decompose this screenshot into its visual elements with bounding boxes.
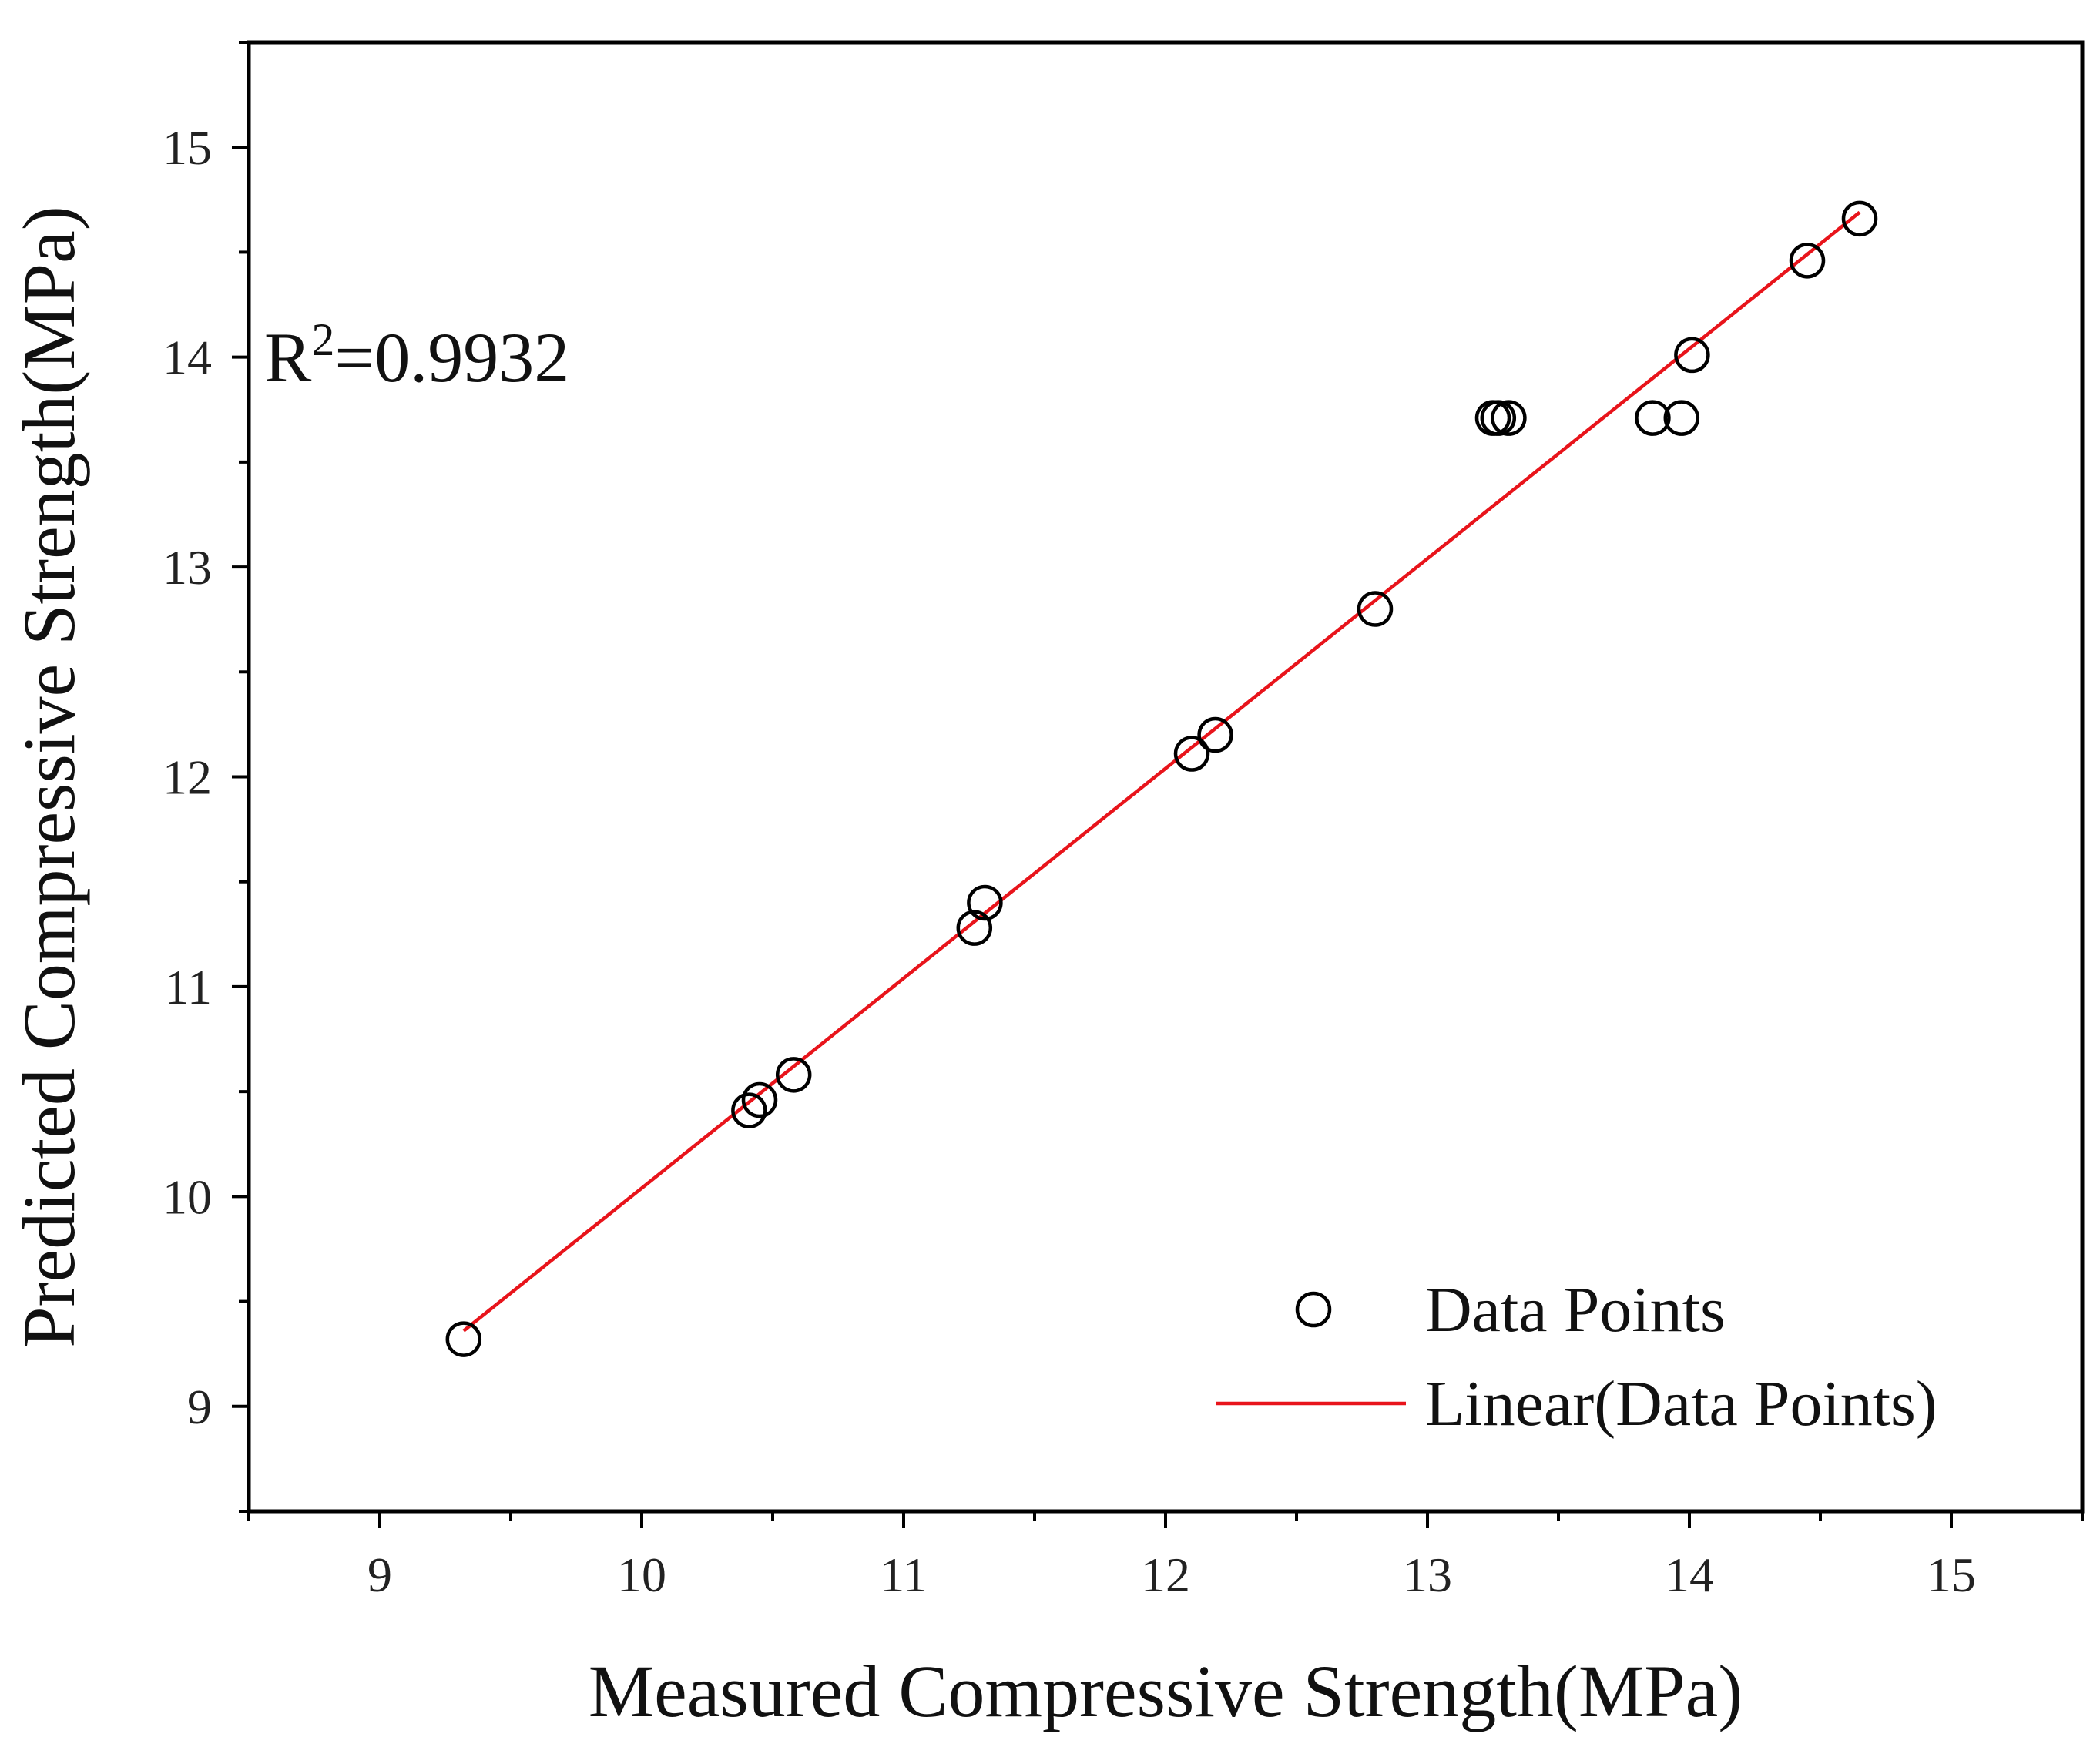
axes-group bbox=[247, 40, 2085, 1514]
x-tick-label: 11 bbox=[880, 1547, 928, 1602]
data-point bbox=[1480, 400, 1517, 436]
points-group bbox=[445, 200, 1878, 1357]
fit-line-group bbox=[462, 210, 1861, 1333]
y-tick-label: 13 bbox=[163, 540, 212, 595]
r-squared-value: =0.9932 bbox=[334, 318, 569, 397]
plot-frame bbox=[247, 40, 2085, 1514]
data-point bbox=[1357, 591, 1394, 627]
data-point bbox=[956, 910, 993, 946]
data-point bbox=[741, 1081, 778, 1118]
x-tick-label: 12 bbox=[1141, 1547, 1190, 1602]
legend-label-data-points: Data Points bbox=[1425, 1274, 1726, 1346]
data-point bbox=[445, 1321, 482, 1357]
data-point bbox=[967, 884, 1003, 921]
legend-marker-data-points bbox=[1295, 1291, 1332, 1328]
r-squared-annotation: R2=0.9932 bbox=[264, 314, 569, 397]
legend-label-linear: Linear(Data Points) bbox=[1425, 1368, 1937, 1440]
y-tick-label: 12 bbox=[163, 750, 212, 805]
data-point bbox=[731, 1092, 767, 1128]
legend: Data Points Linear(Data Points) bbox=[1216, 1274, 1937, 1440]
data-point bbox=[1841, 200, 1878, 237]
x-tick-label: 9 bbox=[367, 1547, 392, 1602]
x-tick-label: 15 bbox=[1927, 1547, 1976, 1602]
data-point bbox=[1173, 736, 1210, 772]
ticks-group: 9 10 11 12 13 14 15 9 10 11 12 13 14 15 bbox=[163, 41, 2084, 1602]
x-tick-label: 10 bbox=[617, 1547, 666, 1602]
data-point bbox=[1674, 337, 1710, 374]
data-point bbox=[1789, 243, 1826, 279]
y-tick-label: 11 bbox=[164, 960, 212, 1014]
r-squared-base: R bbox=[264, 318, 312, 397]
linear-fit-line bbox=[462, 210, 1861, 1333]
x-tick-label: 14 bbox=[1665, 1547, 1714, 1602]
r-squared-superscript: 2 bbox=[311, 314, 334, 365]
y-tick-label: 14 bbox=[163, 330, 212, 385]
x-tick-label: 13 bbox=[1403, 1547, 1452, 1602]
y-tick-label: 9 bbox=[187, 1380, 212, 1434]
y-tick-label: 15 bbox=[163, 120, 212, 175]
data-point bbox=[1197, 716, 1233, 753]
x-axis-title: Measured Compressive Strength(MPa) bbox=[589, 1650, 1743, 1732]
data-point bbox=[1491, 400, 1527, 436]
data-point bbox=[1663, 400, 1700, 436]
y-axis-title: Predicted Compressive Strength(MPa) bbox=[8, 206, 90, 1347]
data-point bbox=[775, 1057, 812, 1093]
data-point bbox=[1635, 400, 1671, 436]
y-tick-label: 10 bbox=[163, 1169, 212, 1224]
annotation-group: R2=0.9932 bbox=[264, 314, 569, 397]
